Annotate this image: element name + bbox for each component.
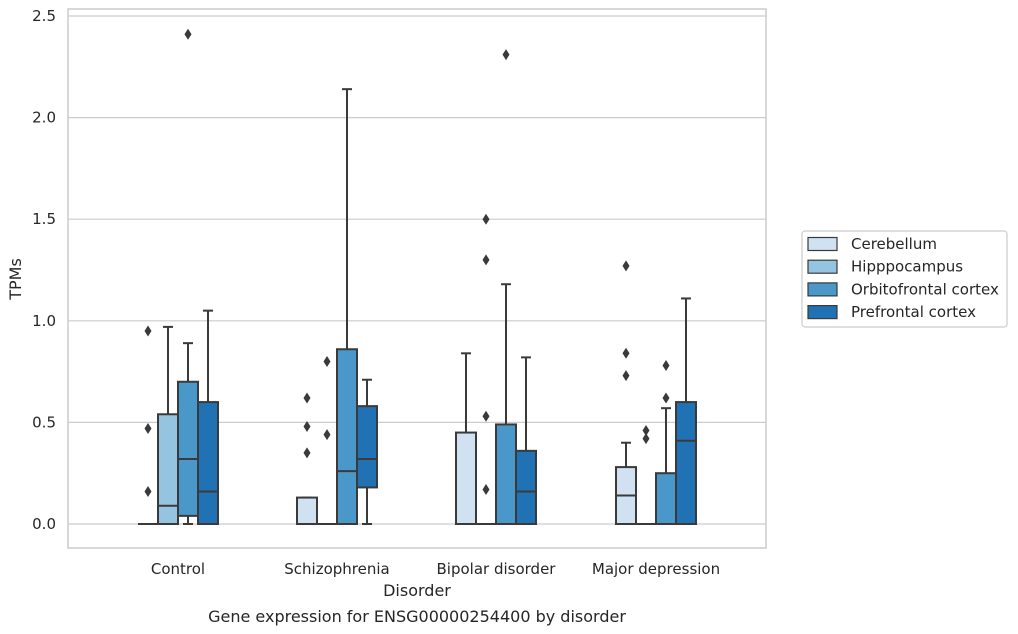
y-axis-label: TPMs bbox=[6, 258, 25, 301]
y-tick-label: 0.0 bbox=[32, 515, 56, 533]
box-body bbox=[197, 401, 219, 525]
box-bipolar-disorder-orbitofrontal-cortex bbox=[495, 49, 517, 526]
x-tick-label: Schizophrenia bbox=[284, 560, 389, 578]
y-tick-label: 0.5 bbox=[32, 413, 56, 431]
outlier-point bbox=[642, 425, 650, 437]
legend-swatch-hipppocampus bbox=[807, 259, 838, 274]
legend: Cerebellum Hipppocampus Orbitofrontal cort… bbox=[801, 230, 1008, 328]
legend-swatch-prefrontal-cortex bbox=[807, 305, 838, 320]
box-body bbox=[336, 348, 358, 525]
box-major-depression-prefrontal-cortex bbox=[675, 297, 697, 525]
outlier-point bbox=[303, 447, 311, 459]
box-body bbox=[495, 423, 517, 526]
y-tick-label: 2.0 bbox=[32, 109, 56, 127]
outlier-point bbox=[642, 433, 650, 445]
outlier-point bbox=[303, 420, 311, 432]
box-control-prefrontal-cortex bbox=[197, 309, 219, 525]
x-tick-label: Control bbox=[151, 560, 205, 578]
outlier-point bbox=[303, 392, 311, 404]
box-bipolar-disorder-cerebellum bbox=[455, 352, 477, 525]
box-bipolar-disorder-prefrontal-cortex bbox=[515, 356, 537, 525]
x-tick-label: Major depression bbox=[592, 560, 720, 578]
outlier-point bbox=[323, 429, 331, 441]
legend-label-prefrontal-cortex: Prefrontal cortex bbox=[851, 303, 976, 321]
outlier-point bbox=[662, 360, 670, 372]
y-axis-ticks: 0.0 0.5 1.0 1.5 2.0 2.5 bbox=[32, 7, 56, 533]
plot-frame bbox=[67, 8, 767, 549]
box-schizophrenia-orbitofrontal-cortex bbox=[336, 88, 358, 525]
outlier-point bbox=[184, 28, 192, 40]
box-control-cerebellum bbox=[138, 325, 158, 525]
outlier-point bbox=[622, 370, 630, 382]
box-bipolar-disorder-hipppocampus bbox=[476, 213, 496, 525]
outlier-point bbox=[144, 422, 152, 434]
outlier-point bbox=[144, 325, 152, 337]
outlier-point bbox=[323, 355, 331, 367]
outlier-point bbox=[482, 410, 490, 422]
box-body bbox=[455, 431, 477, 525]
box-plot-area bbox=[138, 28, 697, 526]
box-major-depression-cerebellum bbox=[615, 260, 637, 526]
box-major-depression-hipppocampus bbox=[636, 425, 656, 525]
box-body bbox=[296, 496, 318, 526]
box-body bbox=[675, 401, 697, 525]
outlier-point bbox=[482, 254, 490, 266]
box-body bbox=[655, 472, 677, 526]
chart-title: Gene expression for ENSG00000254400 by d… bbox=[208, 607, 626, 626]
outlier-point bbox=[502, 49, 510, 61]
x-tick-label: Bipolar disorder bbox=[437, 560, 557, 578]
box-schizophrenia-hipppocampus bbox=[317, 355, 337, 525]
box-control-orbitofrontal-cortex bbox=[177, 28, 199, 525]
outlier-point bbox=[144, 485, 152, 497]
legend-label-orbitofrontal-cortex: Orbitofrontal cortex bbox=[851, 280, 999, 298]
outlier-point bbox=[662, 392, 670, 404]
y-tick-label: 2.5 bbox=[32, 7, 56, 25]
box-body bbox=[515, 449, 537, 525]
outlier-point bbox=[482, 483, 490, 495]
box-major-depression-orbitofrontal-cortex bbox=[655, 360, 677, 526]
outlier-point bbox=[622, 260, 630, 272]
x-axis-ticks: Control Schizophrenia Bipolar disorder Majo… bbox=[151, 560, 720, 578]
legend-swatch-cerebellum bbox=[807, 236, 838, 252]
box-body bbox=[356, 405, 378, 489]
box-schizophrenia-cerebellum bbox=[296, 392, 318, 526]
outlier-point bbox=[622, 347, 630, 359]
legend-label-hipppocampus: Hipppocampus bbox=[851, 258, 963, 276]
box-body bbox=[157, 413, 179, 525]
y-tick-label: 1.0 bbox=[32, 312, 56, 330]
box-control-hipppocampus bbox=[157, 325, 179, 525]
legend-frame bbox=[801, 230, 1008, 328]
x-axis-label: Disorder bbox=[383, 581, 451, 600]
y-tick-label: 1.5 bbox=[32, 210, 56, 228]
box-body bbox=[177, 380, 199, 517]
legend-swatch-orbitofrontal-cortex bbox=[807, 282, 838, 297]
box-schizophrenia-prefrontal-cortex bbox=[356, 378, 378, 525]
legend-label-cerebellum: Cerebellum bbox=[851, 235, 937, 253]
outlier-point bbox=[482, 213, 490, 225]
